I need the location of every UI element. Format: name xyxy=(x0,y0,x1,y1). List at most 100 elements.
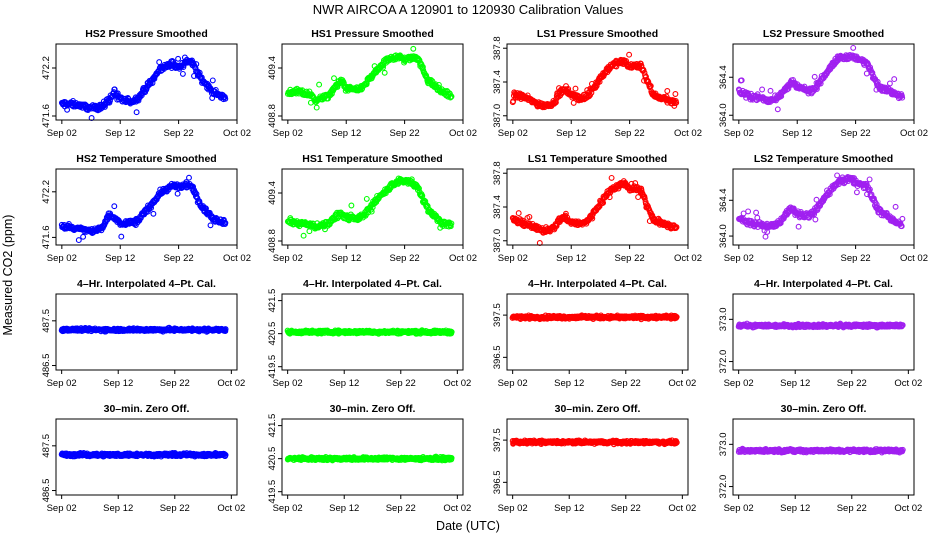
panel-title: LS1 Temperature Smoothed xyxy=(528,153,667,165)
data-points xyxy=(58,54,229,121)
x-tick-label: Sep 12 xyxy=(329,378,359,389)
panel-7: LS1 Temperature Smoothed387.0387.4387.8S… xyxy=(492,153,702,264)
data-point xyxy=(432,81,439,88)
x-tick-label: Sep 22 xyxy=(160,378,190,389)
y-tick-label: 421.5 xyxy=(267,289,278,313)
x-tick-label: Sep 02 xyxy=(724,128,754,139)
y-tick-label: 364.0 xyxy=(718,103,729,127)
data-point xyxy=(892,203,899,210)
x-tick-label: Sep 22 xyxy=(841,253,871,264)
data-point xyxy=(111,203,118,210)
data-point xyxy=(673,99,680,106)
data-point xyxy=(82,101,89,108)
data-point xyxy=(118,233,125,240)
x-tick-label: Sep 12 xyxy=(103,378,133,389)
data-point xyxy=(812,216,819,223)
data-point xyxy=(583,92,590,99)
data-points xyxy=(509,174,680,246)
data-point xyxy=(608,174,615,181)
panel-title: LS2 Temperature Smoothed xyxy=(754,153,893,165)
x-tick-label: Sep 12 xyxy=(105,128,135,139)
data-point xyxy=(762,233,769,240)
panel-9: 4–Hr. Interpolated 4–Pt. Cal.486.5487.5S… xyxy=(41,278,245,389)
data-point xyxy=(419,64,426,70)
panel-title: 4–Hr. Interpolated 4–Pt. Cal. xyxy=(754,278,893,290)
data-point xyxy=(891,76,898,83)
data-point xyxy=(570,99,577,106)
x-tick-label: Sep 22 xyxy=(386,378,416,389)
x-tick-label: Oct 02 xyxy=(217,378,245,389)
data-point xyxy=(192,193,199,200)
x-tick-label: Sep 02 xyxy=(47,378,77,389)
data-point xyxy=(410,45,417,52)
y-tick-label: 387.0 xyxy=(492,104,503,128)
x-tick-label: Oct 02 xyxy=(217,503,245,514)
x-tick-label: Oct 02 xyxy=(449,128,477,139)
y-axis-label: Measured CO2 (ppm) xyxy=(1,215,15,336)
data-point xyxy=(813,86,820,92)
data-point xyxy=(738,77,745,84)
x-tick-label: Sep 02 xyxy=(273,378,303,389)
y-tick-label: 387.8 xyxy=(492,36,503,60)
data-point xyxy=(867,64,874,71)
x-tick-label: Oct 02 xyxy=(223,128,251,139)
data-point xyxy=(322,226,328,233)
x-tick-label: Sep 12 xyxy=(331,128,361,139)
x-tick-label: Sep 12 xyxy=(554,378,584,389)
x-tick-label: Sep 02 xyxy=(273,253,303,264)
data-point xyxy=(331,75,337,82)
x-tick-label: Sep 22 xyxy=(611,378,641,389)
y-tick-label: 387.4 xyxy=(492,195,503,219)
data-point xyxy=(111,86,118,93)
y-tick-label: 408.8 xyxy=(267,229,278,253)
data-point xyxy=(381,69,388,76)
panel-title: HS1 Pressure Smoothed xyxy=(311,28,434,40)
x-tick-label: Sep 02 xyxy=(47,503,77,514)
data-point xyxy=(133,109,140,116)
x-tick-label: Sep 02 xyxy=(47,253,77,264)
x-tick-label: Sep 22 xyxy=(837,378,867,389)
x-tick-label: Sep 22 xyxy=(160,503,190,514)
y-tick-label: 364.0 xyxy=(718,224,729,248)
data-point xyxy=(327,91,334,98)
y-tick-label: 420.5 xyxy=(267,322,278,346)
x-tick-label: Oct 02 xyxy=(900,253,928,264)
panel-title: HS2 Pressure Smoothed xyxy=(85,28,208,40)
data-point xyxy=(850,44,857,51)
y-tick-label: 487.5 xyxy=(41,434,52,458)
panel-title: LS1 Pressure Smoothed xyxy=(537,28,658,40)
data-points xyxy=(58,324,229,335)
y-tick-label: 487.5 xyxy=(41,309,52,333)
y-tick-label: 364.4 xyxy=(718,188,729,212)
plot-frame xyxy=(732,43,915,121)
x-tick-label: Sep 02 xyxy=(273,128,303,139)
x-tick-label: Sep 12 xyxy=(556,253,586,264)
data-point xyxy=(664,88,671,94)
plot-frame xyxy=(732,168,915,246)
panel-title: 4–Hr. Interpolated 4–Pt. Cal. xyxy=(303,278,442,290)
y-tick-label: 486.5 xyxy=(41,479,52,503)
data-points xyxy=(735,320,906,331)
data-point xyxy=(899,215,906,222)
panel-title: HS1 Temperature Smoothed xyxy=(302,153,442,165)
data-point xyxy=(593,82,600,89)
x-tick-label: Oct 02 xyxy=(668,378,696,389)
y-tick-label: 397.5 xyxy=(492,303,503,327)
data-point xyxy=(222,95,229,102)
panel-10: 4–Hr. Interpolated 4–Pt. Cal.419.5420.54… xyxy=(267,278,471,389)
data-point xyxy=(348,202,355,209)
data-point xyxy=(306,228,313,235)
data-point xyxy=(767,87,774,94)
y-tick-label: 396.5 xyxy=(492,345,503,369)
data-point xyxy=(795,223,802,230)
data-point xyxy=(186,174,192,181)
data-point xyxy=(174,190,181,197)
data-point xyxy=(156,59,163,66)
x-tick-label: Sep 02 xyxy=(47,128,77,139)
x-tick-label: Oct 02 xyxy=(674,253,702,264)
